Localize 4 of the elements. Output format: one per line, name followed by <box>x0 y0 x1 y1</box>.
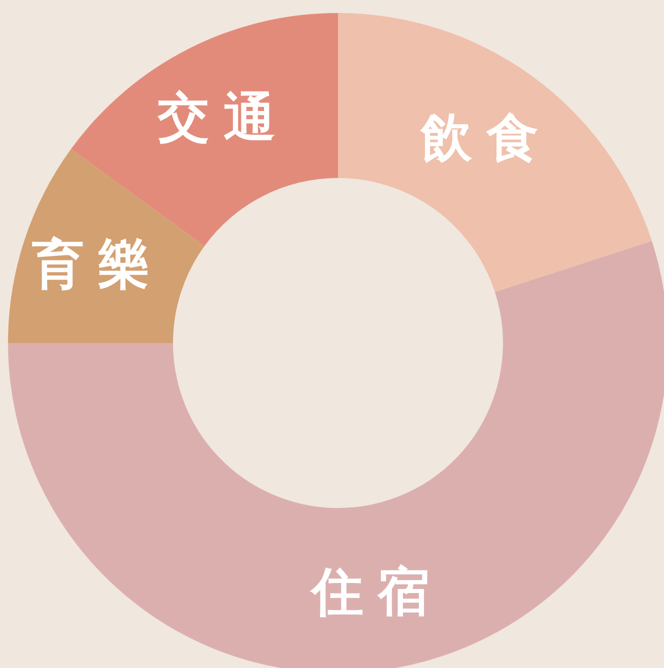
slice-label: 住宿 <box>310 562 444 622</box>
slice-label: 交通 <box>156 88 290 148</box>
slice-label: 飲食 <box>419 108 552 169</box>
slice-label: 育樂 <box>30 234 164 295</box>
